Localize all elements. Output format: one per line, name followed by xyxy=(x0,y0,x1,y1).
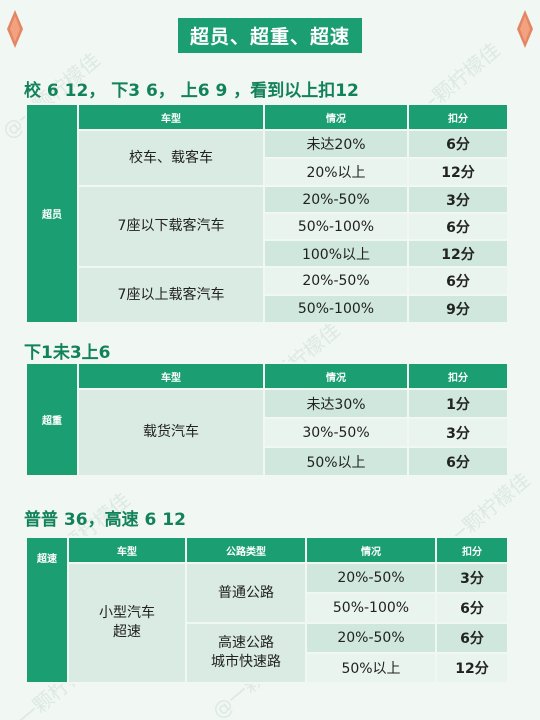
col-header-points: 扣分 xyxy=(407,362,509,390)
side-label: 超员 xyxy=(25,103,79,324)
condition-cell: 20%-50% xyxy=(263,266,409,296)
speeding-table: 超速 车型 公路类型 情况 扣分 小型汽车 超速 普通公路 20%-50% 3分… xyxy=(25,536,509,684)
vehicle-cell: 校车、载客车 xyxy=(77,129,265,187)
condition-cell: 20%-50% xyxy=(305,622,437,654)
points-cell: 6分 xyxy=(407,446,509,477)
vehicle-cell: 载货汽车 xyxy=(77,388,265,477)
col-header-points: 扣分 xyxy=(435,536,509,564)
points-cell: 9分 xyxy=(407,294,509,324)
points-cell: 6分 xyxy=(407,129,509,159)
overweight-table: 超重 车型 情况 扣分 载货汽车 未达30% 1分 30%-50% 3分 50%… xyxy=(25,362,509,477)
vehicle-cell: 小型汽车 超速 xyxy=(67,562,187,684)
vehicle-cell: 7座以下载客汽车 xyxy=(77,185,265,268)
points-cell: 6分 xyxy=(435,592,509,624)
points-cell: 12分 xyxy=(407,157,509,187)
points-cell: 6分 xyxy=(407,212,509,241)
vehicle-cell: 7座以上载客汽车 xyxy=(77,266,265,324)
section-heading-overload-passengers: 校 6 12， 下3 6， 上6 9 ，看到以上扣12 xyxy=(24,81,359,101)
passenger-overload-table: 超员 车型 情况 扣分 校车、载客车 未达20% 6分 20%以上 12分 7座… xyxy=(25,103,509,324)
points-cell: 6分 xyxy=(407,266,509,296)
condition-cell: 50%-100% xyxy=(305,592,437,624)
col-header-vehicle: 车型 xyxy=(77,103,265,131)
side-label: 超重 xyxy=(25,362,79,477)
road-type-cell: 高速公路 城市快速路 xyxy=(185,622,307,684)
col-header-vehicle: 车型 xyxy=(77,362,265,390)
condition-cell: 50%以上 xyxy=(305,652,437,684)
points-cell: 1分 xyxy=(407,388,509,419)
condition-cell: 30%-50% xyxy=(263,417,409,448)
diamond-decoration-right-icon xyxy=(517,10,533,48)
side-label: 超速 xyxy=(25,536,69,684)
col-header-vehicle: 车型 xyxy=(67,536,187,564)
col-header-condition: 情况 xyxy=(263,362,409,390)
col-header-points: 扣分 xyxy=(407,103,509,131)
points-cell: 12分 xyxy=(435,652,509,684)
condition-cell: 50%-100% xyxy=(263,212,409,241)
points-cell: 3分 xyxy=(407,417,509,448)
points-cell: 3分 xyxy=(407,185,509,214)
condition-cell: 20%以上 xyxy=(263,157,409,187)
condition-cell: 未达20% xyxy=(263,129,409,159)
road-type-cell: 普通公路 xyxy=(185,562,307,624)
points-cell: 6分 xyxy=(435,622,509,654)
condition-cell: 未达30% xyxy=(263,388,409,419)
points-cell: 12分 xyxy=(407,239,509,268)
section-heading-overweight: 下1未3上6 xyxy=(24,343,111,363)
diamond-decoration-left-icon xyxy=(7,10,23,48)
col-header-condition: 情况 xyxy=(305,536,437,564)
points-cell: 3分 xyxy=(435,562,509,594)
page-title: 超员、超重、超速 xyxy=(177,18,362,53)
condition-cell: 20%-50% xyxy=(305,562,437,594)
condition-cell: 20%-50% xyxy=(263,185,409,214)
col-header-condition: 情况 xyxy=(263,103,409,131)
condition-cell: 50%以上 xyxy=(263,446,409,477)
col-header-road-type: 公路类型 xyxy=(185,536,307,564)
condition-cell: 100%以上 xyxy=(263,239,409,268)
condition-cell: 50%-100% xyxy=(263,294,409,324)
section-heading-speeding: 普普 36，高速 6 12 xyxy=(24,510,186,530)
